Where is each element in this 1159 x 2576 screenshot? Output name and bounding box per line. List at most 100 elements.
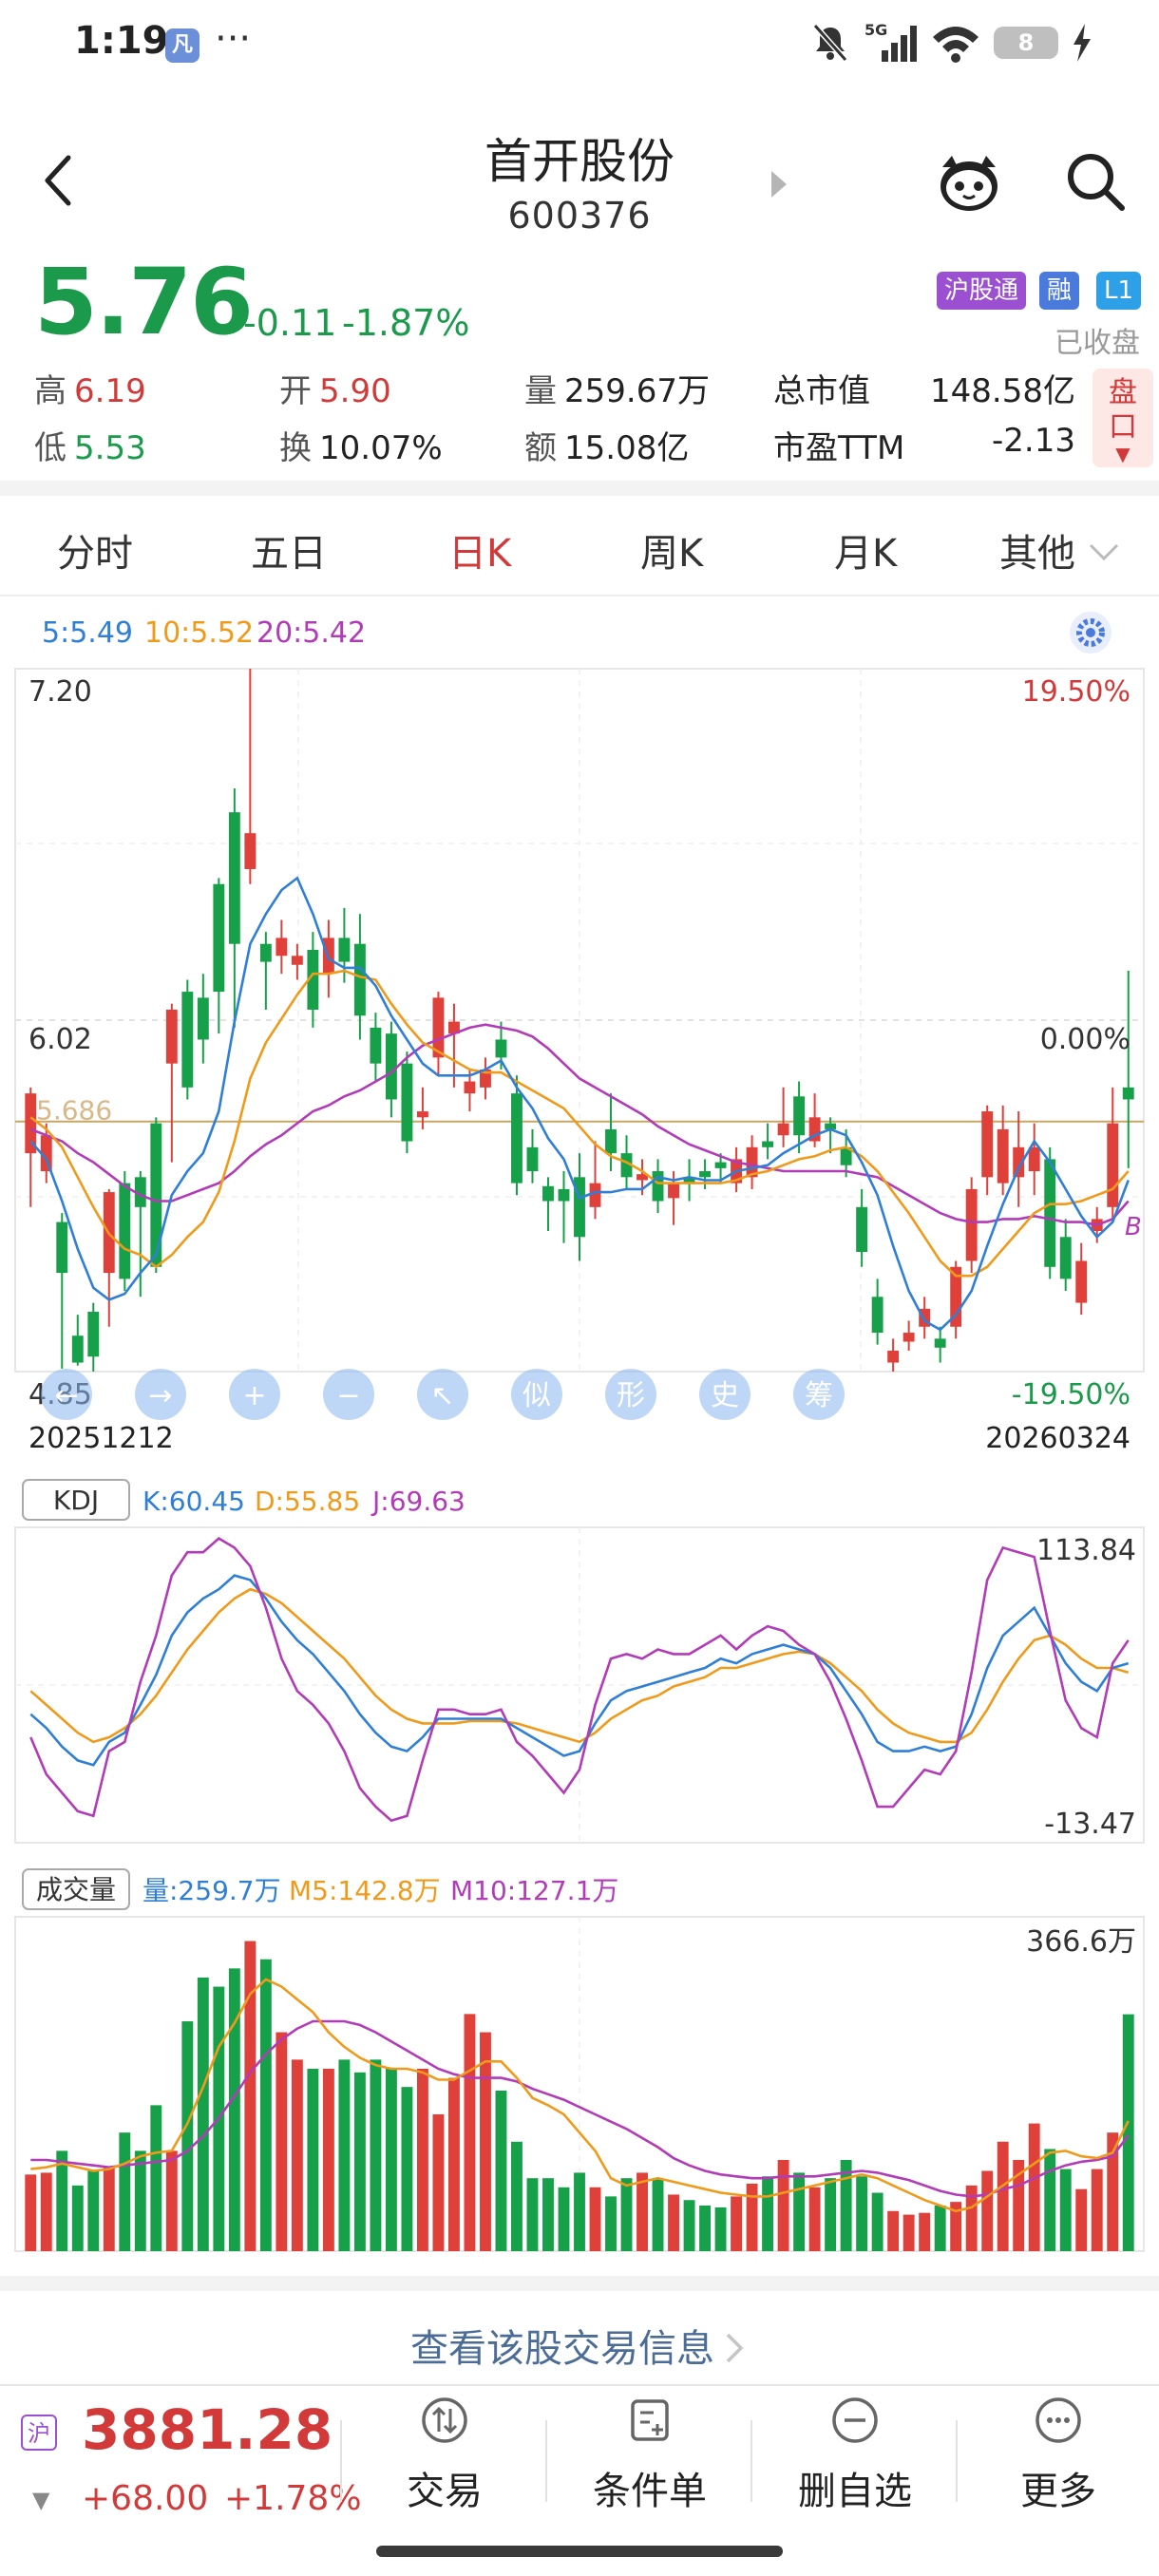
charging-icon <box>1074 24 1091 62</box>
candle <box>997 1105 1009 1196</box>
stat-low: 低 5.53 <box>34 429 146 467</box>
chart-tool-button[interactable]: − <box>323 1369 374 1420</box>
volume-bar <box>401 2087 413 2251</box>
candle <box>808 1093 821 1147</box>
stat-turnover: 换 10.07% <box>279 429 443 467</box>
next-stock-icon[interactable] <box>768 167 790 201</box>
chart-tool-button[interactable]: 似 <box>511 1369 562 1420</box>
volume-bar <box>934 2205 946 2251</box>
candle <box>1044 1146 1056 1279</box>
candle-body <box>965 1188 978 1261</box>
tab-monthly-k[interactable]: 月K <box>834 532 898 576</box>
candle <box>71 1315 84 1366</box>
remove-watchlist-button[interactable]: 删自选 <box>760 2396 950 2515</box>
volume-bar <box>448 2077 460 2251</box>
volume-m10-legend: M10:127.1万 <box>450 1875 618 1906</box>
candle <box>291 943 303 980</box>
candle <box>919 1297 931 1339</box>
view-trade-info-link[interactable]: 查看该股交易信息 <box>0 2318 1159 2373</box>
candle <box>25 1087 37 1207</box>
l1-badge[interactable]: L1 <box>1096 272 1142 310</box>
kdj-j-line <box>29 1536 1130 1823</box>
chart-tool-label: + <box>242 1379 266 1412</box>
tab-weekly-k[interactable]: 周K <box>640 532 704 576</box>
volume-bar <box>1059 2169 1072 2251</box>
candle-body <box>71 1335 84 1363</box>
wifi-icon <box>933 27 978 63</box>
volume-bar <box>1122 2014 1134 2251</box>
volume-bar <box>981 2170 994 2251</box>
chart-tool-bubble <box>605 1369 656 1420</box>
chart-tool-button[interactable]: ← <box>41 1369 92 1420</box>
candle-body <box>1059 1237 1072 1279</box>
candle <box>825 1117 837 1154</box>
chart-tool-button[interactable]: → <box>135 1369 186 1420</box>
index-expand-icon[interactable]: ▼ <box>32 2487 50 2513</box>
more-button[interactable]: 更多 <box>963 2396 1153 2515</box>
search-icon[interactable] <box>1064 150 1127 213</box>
trade-button[interactable]: 交易 <box>350 2396 540 2515</box>
trade-icon <box>422 2397 467 2443</box>
volume-bar <box>259 1959 272 2251</box>
price-axis-mid: 6.02 <box>28 1023 92 1056</box>
candle-body <box>213 883 225 993</box>
back-arrow-icon[interactable] <box>38 152 80 209</box>
candlesticks <box>25 669 1134 1372</box>
candle-body <box>526 1146 539 1172</box>
candle-body <box>746 1146 758 1178</box>
margin-badge[interactable]: 融 <box>1039 272 1080 310</box>
tab-other[interactable]: 其他 <box>999 522 1123 578</box>
chart-tool-button[interactable]: 筹 <box>793 1369 845 1420</box>
status-indicators: 5G 8 <box>809 21 1092 65</box>
chart-tool-button[interactable]: + <box>229 1369 280 1420</box>
chart-tool-button[interactable]: 形 <box>605 1369 656 1420</box>
section-divider <box>0 481 1159 496</box>
ma10-line <box>29 969 1130 1278</box>
ma20-line <box>29 1023 1130 1227</box>
condition-order-button[interactable]: 条件单 <box>555 2396 745 2515</box>
chart-tool-bubble <box>135 1369 186 1420</box>
order-book-tab[interactable]: 盘口 ▼ <box>1092 369 1153 467</box>
candle <box>370 1013 382 1082</box>
index-value[interactable]: 3881.28 <box>82 2397 333 2462</box>
bottom-separator <box>750 2420 752 2502</box>
candle <box>244 669 256 884</box>
volume-bar <box>777 2159 789 2251</box>
candle-body <box>840 1146 852 1165</box>
volume-bar <box>197 1977 209 2251</box>
volume-bar <box>464 2014 476 2251</box>
more-icon <box>1036 2397 1081 2443</box>
tab-intraday[interactable]: 分时 <box>57 532 133 576</box>
chart-tool-button[interactable]: ↖ <box>417 1369 468 1420</box>
volume-bar <box>370 2059 382 2251</box>
kdj-indicator-select[interactable]: KDJ <box>22 1479 130 1521</box>
tab-five-day[interactable]: 五日 <box>251 532 327 576</box>
chart-settings-icon[interactable] <box>1070 612 1112 653</box>
candle-body <box>1044 1159 1056 1267</box>
volume-indicator-select[interactable]: 成交量 <box>22 1868 130 1910</box>
candle-body <box>228 812 240 944</box>
candle-body <box>432 997 445 1058</box>
volume-bar <box>699 2205 711 2251</box>
candle <box>197 974 209 1064</box>
kline-chart[interactable]: 5:5.49 10:5.52 20:5.42 5.686 7.20 6.02 4… <box>0 598 1159 2276</box>
candle-body <box>1028 1146 1040 1172</box>
candle <box>526 1128 539 1184</box>
volume-bar <box>165 2150 178 2251</box>
hgt-badge[interactable]: 沪股通 <box>937 272 1027 310</box>
candle <box>558 1171 570 1243</box>
chart-tool-button[interactable]: 史 <box>699 1369 750 1420</box>
candle-body <box>589 1183 601 1207</box>
chart-tool-label: 筹 <box>805 1379 833 1412</box>
mascot-icon[interactable] <box>937 150 1001 215</box>
current-price: 5.76 <box>34 249 254 355</box>
price-change-pct: -1.87% <box>342 302 470 344</box>
home-indicator[interactable] <box>376 2546 783 2557</box>
candle <box>1013 1111 1025 1207</box>
kdj-d-line <box>29 1587 1130 1744</box>
volume-bar <box>119 2132 131 2251</box>
tab-other-label: 其他 <box>999 532 1075 576</box>
volume-bar <box>291 2059 303 2251</box>
order-book-label: 盘口 <box>1109 376 1137 444</box>
tab-daily-k[interactable]: 日K <box>448 532 512 576</box>
